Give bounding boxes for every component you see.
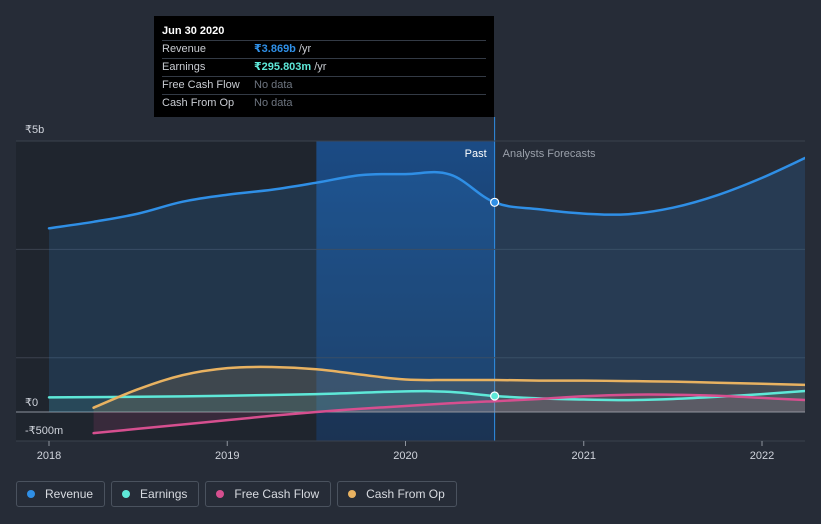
legend-label: Revenue [45,487,94,501]
legend-item-free-cash-flow[interactable]: Free Cash Flow [205,481,332,507]
legend-item-earnings[interactable]: Earnings [111,481,200,507]
tooltip-date: Jun 30 2020 [162,25,225,37]
tooltip-row-earnings: Earnings ₹295.803m /yr [162,58,486,76]
x-tick-label: 2022 [750,450,774,462]
tooltip-row-free-cash-flow: Free Cash Flow No data [162,76,486,94]
legend-dot-icon [27,490,35,498]
legend-label: Cash From Op [366,487,445,501]
x-tick-label: 2018 [37,450,61,462]
forecast-label: Analysts Forecasts [503,148,596,160]
tooltip-value: No data [254,79,293,91]
x-tick-label: 2019 [215,450,239,462]
past-label: Past [465,148,487,160]
legend-item-cash-from-op[interactable]: Cash From Op [337,481,457,507]
series-line-free-cash-flow [92,393,805,435]
y-tick-label: ₹5b [25,124,44,136]
tooltip-value: No data [254,97,293,109]
chart-legend: Revenue Earnings Free Cash Flow Cash Fro… [16,481,457,507]
highlight-point-earnings [490,391,500,401]
legend-dot-icon [122,490,131,498]
tooltip-unit: /yr [314,61,327,73]
data-tooltip: Jun 30 2020 Revenue ₹3.869b /yr Earnings… [154,16,494,117]
tooltip-value: ₹3.869b [254,43,296,55]
tooltip-unit: /yr [298,43,312,55]
tooltip-label: Cash From Op [162,97,235,109]
tooltip-label: Free Cash Flow [162,79,240,91]
legend-dot-icon [216,490,225,498]
series-area-revenue [49,158,805,412]
tooltip-row-cash-from-op: Cash From Op No data [162,94,486,112]
y-tick-label: -₹500m [25,425,63,437]
legend-label: Earnings [140,487,188,501]
series-line-revenue [47,156,805,230]
tooltip-value: ₹295.803m [254,61,312,73]
x-tick-label: 2020 [393,450,417,462]
legend-dot-icon [348,490,357,498]
legend-label: Free Cash Flow [234,487,320,501]
y-tick-label: ₹0 [25,397,38,409]
tooltip-label: Earnings [162,61,206,73]
series-line-cash-from-op [92,365,805,409]
legend-item-revenue[interactable]: Revenue [16,481,106,507]
x-tick-label: 2021 [572,450,596,462]
highlight-point-revenue [490,197,500,207]
tooltip-row-revenue: Revenue ₹3.869b /yr [162,40,486,58]
series-area-free-cash-flow [93,394,805,434]
tooltip-label: Revenue [162,43,207,55]
